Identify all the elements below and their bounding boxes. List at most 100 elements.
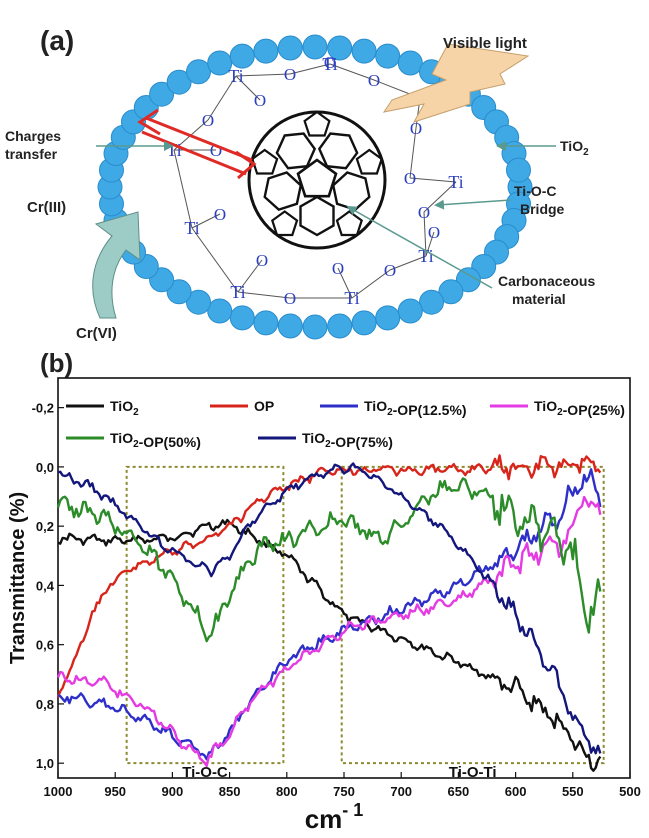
- tio2-bead: [419, 289, 444, 315]
- x-tick-label: 800: [276, 784, 298, 799]
- x-tick-label: 650: [448, 784, 470, 799]
- x-tick-label: 700: [390, 784, 412, 799]
- x-tick-label: 550: [562, 784, 584, 799]
- tio2-bead: [351, 310, 377, 336]
- ti-atom-label: Ti: [184, 218, 199, 238]
- bond-line: [423, 211, 427, 257]
- panel-a-label: (a): [40, 25, 74, 56]
- ir-transmittance-chart: 1000 950 900 850 800 750 700 650 600 550 500 -0,2 0,…: [7, 377, 641, 834]
- tio2-bead: [277, 35, 303, 61]
- series-line: [57, 462, 602, 755]
- fullerene-face: [275, 132, 317, 170]
- y-tick-label: -0,2: [32, 401, 54, 416]
- bond-line: [237, 259, 263, 293]
- reduction-arrow-icon: [92, 211, 141, 319]
- lightning-bolt-icon: [382, 43, 530, 123]
- bond-line: [173, 149, 193, 229]
- tio2-bead: [229, 305, 255, 331]
- tio2-bead: [186, 289, 211, 315]
- cr-iii-label: Cr(III): [27, 199, 66, 216]
- tio2-bead: [397, 298, 423, 324]
- o-atom-label: O: [202, 111, 214, 130]
- ti-atom-label: Ti: [228, 66, 243, 86]
- series-line: [57, 518, 602, 772]
- y-tick-label: 0,2: [36, 519, 54, 534]
- ti-o-network: TiTiTiTiTiTiTiTiTiOOOOOOOOOOOOOOO: [166, 53, 463, 308]
- bridge-label-line1: Ti-O-C: [514, 183, 557, 199]
- o-atom-label: O: [404, 169, 416, 188]
- bond-line: [389, 255, 427, 271]
- o-atom-label: O: [410, 119, 422, 138]
- o-atom-label: O: [284, 289, 296, 308]
- bond-line: [207, 75, 237, 121]
- fullerene-face: [303, 110, 331, 137]
- tio2-label: TiO2: [560, 138, 589, 158]
- region-label-ti-o-ti: Ti-O-Ti: [449, 764, 497, 781]
- ti-atom-label: Ti: [418, 246, 433, 266]
- ti-atom-label: Ti: [230, 282, 245, 302]
- fullerene-face: [335, 210, 363, 237]
- x-tick-label: 900: [162, 784, 184, 799]
- carbon-label-line1: Carbonaceous: [498, 273, 595, 289]
- tio2-bead: [166, 69, 192, 95]
- bond-line: [191, 227, 239, 293]
- y-tick-label: 0,0: [36, 460, 54, 475]
- x-tick-label: 950: [104, 784, 126, 799]
- tio2-bead: [149, 81, 175, 107]
- legend-entry: OP: [254, 398, 274, 414]
- visible-light-label: Visible light: [443, 35, 527, 52]
- o-atom-label: O: [324, 53, 336, 72]
- tio2-bead: [327, 313, 353, 339]
- bond-line: [423, 181, 457, 213]
- charges-label-line2: transfer: [5, 146, 58, 162]
- tio2-bead: [186, 59, 211, 85]
- o-atom-label: O: [384, 261, 396, 280]
- fullerene-face: [317, 132, 359, 170]
- o-atom-label: O: [214, 205, 226, 224]
- tio2-bead: [253, 38, 279, 64]
- legend-entry: TiO2-OP(75%): [302, 430, 393, 450]
- x-axis-label: cm- 1: [305, 800, 364, 834]
- o-atom-label: O: [256, 251, 268, 270]
- tio2-bead: [397, 50, 423, 76]
- bond-line: [337, 267, 353, 299]
- tio2-bead: [302, 314, 328, 340]
- tio2-bead: [438, 279, 464, 305]
- fullerene-face: [271, 210, 299, 237]
- series-line: [56, 477, 602, 643]
- region-box: [340, 465, 605, 765]
- fullerene-face: [251, 148, 279, 175]
- tio2-bead: [506, 157, 531, 183]
- bond-line: [237, 291, 291, 299]
- fullerene-icon: [247, 110, 387, 250]
- x-tick-label: 1000: [44, 784, 73, 799]
- bond-line: [235, 73, 291, 77]
- schematic-panel: (a) TiTiTiTiTiTiTiTiTiOOOOOOOOOOOOOOO Vi…: [5, 25, 595, 342]
- y-axis-label: Transmittance (%): [7, 492, 29, 664]
- fullerene-face: [355, 148, 383, 175]
- tio2-bead: [207, 298, 233, 324]
- x-tick-label: 750: [333, 784, 355, 799]
- o-atom-label: O: [254, 91, 266, 110]
- o-atom-label: O: [284, 65, 296, 84]
- carbon-pointer-arrow: [346, 206, 493, 289]
- x-tick-label: 850: [219, 784, 241, 799]
- tio2-bead: [375, 305, 401, 331]
- y-tick-label: 0,8: [36, 697, 54, 712]
- o-atom-label: O: [428, 223, 440, 242]
- charges-label-line1: Charges: [5, 128, 61, 144]
- bond-line: [409, 177, 457, 183]
- region-box: [125, 465, 285, 765]
- tio2-bead: [253, 310, 279, 336]
- y-tick-label: 0,6: [36, 638, 54, 653]
- ti-atom-label: Ti: [322, 54, 337, 74]
- tio2-bead: [351, 38, 377, 64]
- panel-b-label: (b): [40, 348, 73, 378]
- tio2-bead: [277, 313, 303, 339]
- y-tick-label: 0,4: [36, 578, 55, 593]
- series-line: [56, 495, 602, 768]
- tio2-bead: [327, 35, 353, 61]
- legend-entry: TiO2-OP(12.5%): [364, 398, 467, 418]
- bridge-pointer-arrow: [434, 199, 511, 210]
